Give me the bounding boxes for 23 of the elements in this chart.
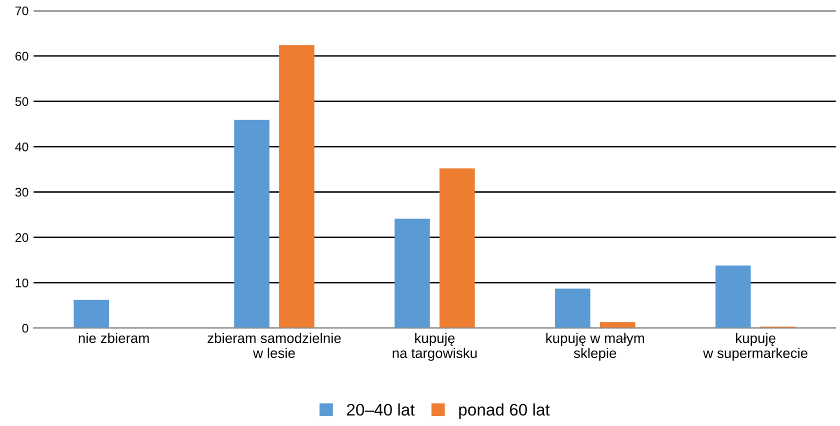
legend-label: 20–40 lat — [347, 403, 415, 416]
x-tick-label: zbieram samodzielnie w lesie — [208, 332, 341, 358]
y-tick-label: 40 — [15, 142, 28, 152]
bar — [234, 120, 270, 328]
bar — [555, 288, 590, 328]
y-tick-label: 70 — [15, 6, 28, 16]
bar — [715, 265, 751, 328]
y-tick-label: 10 — [16, 278, 28, 288]
x-tick-label: kupuję w małym sklepie — [546, 332, 644, 361]
bar — [394, 218, 430, 328]
bar — [74, 300, 110, 328]
legend-label: ponad 60 lat — [459, 403, 550, 419]
y-tick-label: 0 — [22, 324, 28, 333]
y-tick-label: 60 — [15, 52, 28, 61]
y-tick-label: 50 — [15, 97, 28, 106]
y-tick-label: 20 — [15, 233, 28, 242]
bar — [600, 322, 636, 328]
x-tick-label: kupuję w supermarkecie — [703, 332, 808, 361]
x-tick-label: nie zbieram — [78, 332, 149, 344]
y-tick-label: 30 — [15, 188, 28, 197]
bar — [440, 168, 475, 328]
x-tick-label: kupuję na targowisku — [392, 332, 477, 361]
bar — [279, 45, 314, 328]
